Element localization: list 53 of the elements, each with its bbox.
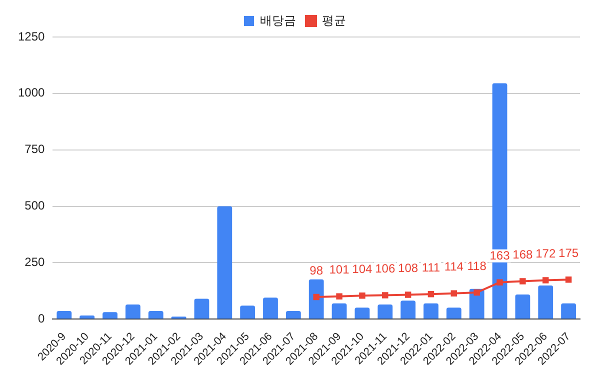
point — [313, 294, 320, 300]
legend-label: 배당금 — [260, 13, 296, 28]
bar — [378, 304, 393, 319]
point — [565, 276, 572, 283]
point — [404, 292, 412, 298]
point — [450, 290, 458, 297]
bar — [332, 303, 347, 319]
y-tick-label: 500 — [24, 198, 46, 213]
data-label: 175 — [558, 246, 579, 260]
data-label: 168 — [512, 248, 534, 262]
bar — [515, 294, 530, 319]
bar — [492, 83, 508, 319]
bar — [102, 312, 118, 319]
point — [336, 293, 342, 300]
data-label: 114 — [444, 260, 464, 274]
bar — [424, 303, 438, 319]
data-label: 111 — [422, 260, 440, 274]
y-tick-label: 0 — [38, 311, 46, 326]
data-label: 108 — [398, 261, 418, 276]
bar — [308, 279, 324, 319]
point — [382, 292, 388, 298]
bar — [263, 298, 278, 319]
data-label: 98 — [310, 263, 324, 278]
point — [474, 289, 480, 296]
bar — [56, 310, 72, 319]
legend-label: 평균 — [322, 13, 346, 28]
bar — [354, 308, 370, 319]
point — [428, 290, 434, 298]
bar — [561, 303, 576, 319]
bar — [194, 298, 210, 319]
data-label: 172 — [536, 246, 556, 261]
bar — [446, 308, 462, 319]
data-label: 163 — [490, 248, 510, 263]
data-label: 118 — [467, 258, 487, 273]
data-label: 104 — [352, 262, 373, 276]
bar — [125, 304, 140, 319]
data-label: 101 — [329, 262, 350, 277]
point — [542, 277, 549, 284]
data-label: 106 — [375, 262, 396, 276]
bar — [400, 300, 416, 319]
point — [520, 278, 526, 284]
y-tick-label: 750 — [24, 142, 46, 156]
y-tick-label: 1000 — [18, 86, 46, 100]
bar — [286, 310, 301, 319]
point — [359, 292, 366, 299]
bar — [80, 316, 95, 319]
y-tick-label: 250 — [24, 255, 46, 270]
point — [496, 279, 503, 286]
bar — [148, 310, 164, 319]
y-tick-label: 1250 — [18, 29, 46, 44]
bar — [538, 285, 554, 319]
bar — [240, 306, 256, 319]
bar — [217, 206, 232, 319]
